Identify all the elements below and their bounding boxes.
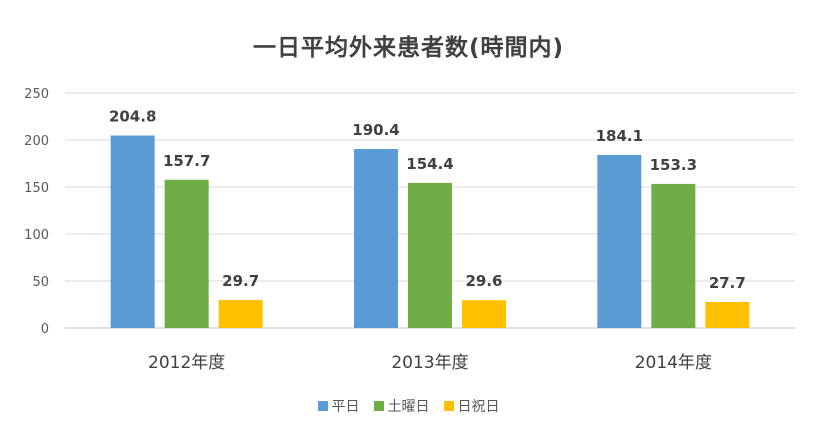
bar-3-3 (705, 301, 750, 328)
x-category-label: 2014年度 (635, 353, 712, 373)
data-label: 157.7 (163, 152, 210, 170)
data-label: 190.4 (352, 121, 399, 139)
x-category-label: 2012年度 (148, 353, 225, 373)
x-category-label: 2013年度 (391, 353, 468, 373)
y-tick-label: 200 (24, 134, 49, 149)
data-label: 184.1 (596, 127, 643, 145)
y-tick-label: 0 (41, 322, 49, 337)
bar-3-1 (218, 300, 263, 328)
data-label: 29.6 (465, 272, 502, 290)
y-tick-label: 100 (24, 228, 49, 243)
data-label: 27.7 (709, 274, 746, 292)
bar-1-1 (110, 135, 155, 328)
data-label: 204.8 (109, 107, 156, 125)
bar-2-2 (408, 182, 452, 328)
bar-1-2 (354, 149, 398, 328)
legend-swatch (317, 401, 328, 411)
legend-item: 日祝日 (443, 396, 500, 416)
chart-title: 一日平均外来患者数(時間内) (252, 35, 565, 61)
plot-area: 0 50 100 150 200 250 204.8 157.7 29.7 2012年度 190.4… (24, 87, 795, 373)
legend-item: 平日 (317, 396, 360, 416)
y-tick-label: 50 (32, 275, 49, 290)
bar-1-3 (597, 154, 642, 328)
legend-label: 日祝日 (457, 399, 500, 415)
y-tick-label: 150 (24, 181, 49, 196)
legend-swatch (373, 401, 384, 411)
bar-2-1 (164, 179, 209, 328)
bar-2-3 (651, 183, 696, 328)
bar-3-2 (462, 300, 506, 328)
data-label: 154.4 (406, 155, 453, 173)
data-label: 153.3 (650, 156, 697, 174)
data-label: 29.7 (222, 272, 259, 290)
legend-label: 平日 (331, 399, 360, 415)
legend: 平日 土曜日 日祝日 (0, 396, 817, 416)
legend-label: 土曜日 (387, 399, 430, 415)
y-tick-label: 250 (24, 87, 49, 102)
legend-item: 土曜日 (373, 396, 430, 416)
legend-swatch (443, 401, 454, 411)
